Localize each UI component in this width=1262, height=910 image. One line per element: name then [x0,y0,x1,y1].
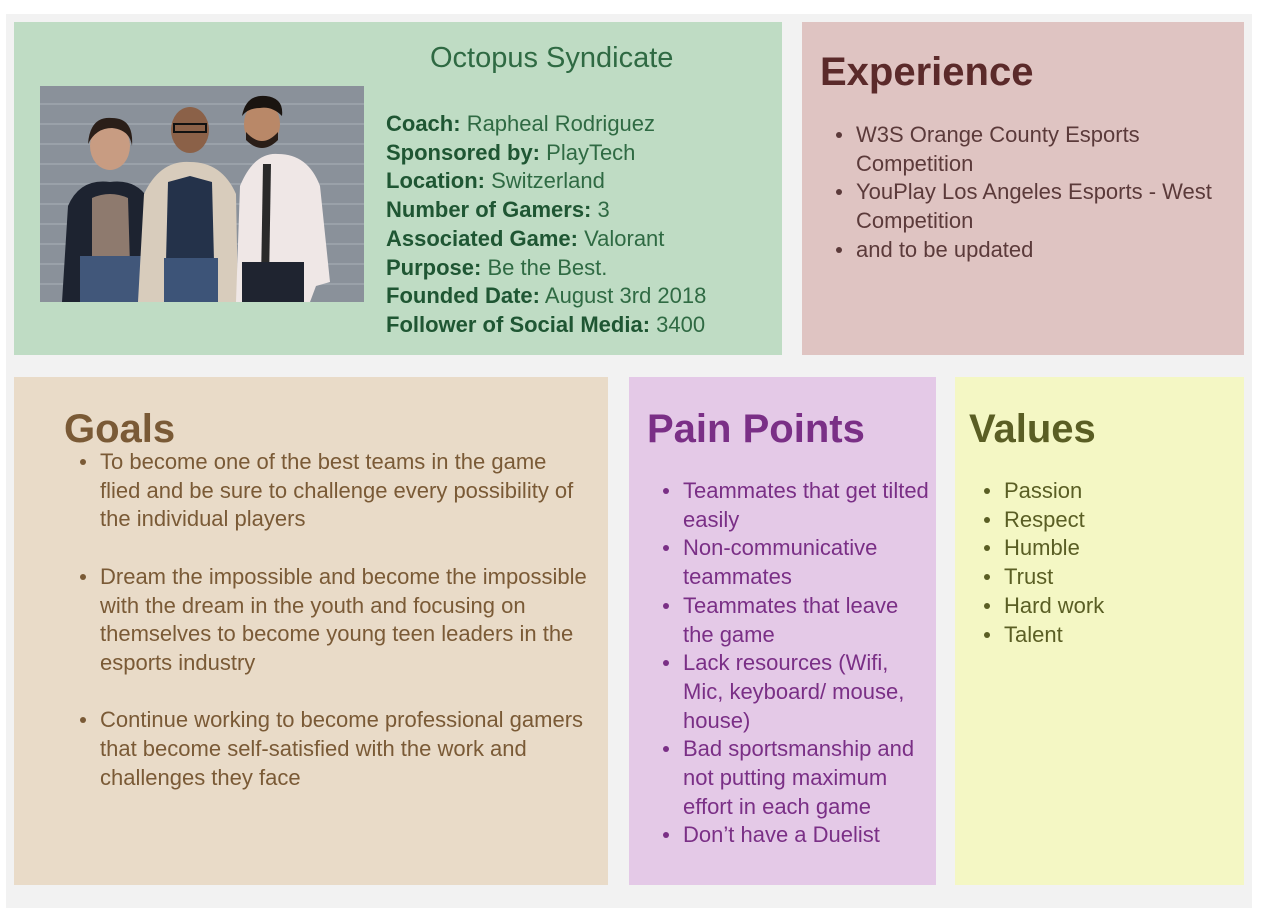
list-item: To become one of the best teams in the g… [80,448,590,534]
detail-purpose: Purpose: Be the Best. [386,254,608,280]
list-item: Non-communicative teammates [663,534,933,591]
pain-points-list: Teammates that get tilted easily Non-com… [663,477,933,850]
list-item: Dream the impossible and become the impo… [80,563,590,678]
experience-heading: Experience [820,50,1034,94]
detail-founded-date: Founded Date: August 3rd 2018 [386,283,707,309]
list-item: Hard work [984,592,1224,621]
team-details: Coach: Rapheal Rodriguez Sponsored by: P… [386,110,776,340]
goals-heading: Goals [64,407,176,451]
team-profile-card: Octopus Syndicate Coach: Rapheal Rodrigu [14,22,782,355]
pain-points-card: Pain Points Teammates that get tilted ea… [629,377,936,885]
list-item: Respect [984,506,1224,535]
goals-card: Goals To become one of the best teams in… [14,377,608,885]
list-item: and to be updated [836,236,1226,265]
team-photo [40,86,364,302]
list-item: Humble [984,534,1224,563]
detail-location: Location: Switzerland [386,168,605,194]
values-card: Values Passion Respect Humble Trust Hard… [955,377,1244,885]
list-item: Teammates that get tilted easily [663,477,933,534]
list-item: W3S Orange County Esports Competition [836,121,1226,178]
values-heading: Values [969,407,1096,451]
goals-list: To become one of the best teams in the g… [80,448,590,821]
experience-list: W3S Orange County Esports Competition Yo… [836,121,1226,265]
list-item: Talent [984,621,1224,650]
detail-associated-game: Associated Game: Valorant [386,225,665,251]
detail-social-followers: Follower of Social Media: 3400 [386,311,706,337]
list-item: Teammates that leave the game [663,592,933,649]
team-name: Octopus Syndicate [430,42,674,74]
detail-coach: Coach: Rapheal Rodriguez [386,111,656,136]
detail-sponsor: Sponsored by: PlayTech [386,139,636,165]
values-list: Passion Respect Humble Trust Hard work T… [984,477,1224,650]
list-item: Continue working to become professional … [80,706,590,792]
pain-points-heading: Pain Points [647,407,865,451]
list-item: Bad sportsmanship and not putting maximu… [663,735,933,821]
detail-number-of-gamers: Number of Gamers: 3 [386,197,610,223]
list-item: Trust [984,563,1224,592]
list-item: Lack resources (Wifi, Mic, keyboard/ mou… [663,649,933,735]
experience-card: Experience W3S Orange County Esports Com… [802,22,1244,355]
list-item: Passion [984,477,1224,506]
list-item: YouPlay Los Angeles Esports - West Compe… [836,178,1226,235]
list-item: Don’t have a Duelist [663,821,933,850]
